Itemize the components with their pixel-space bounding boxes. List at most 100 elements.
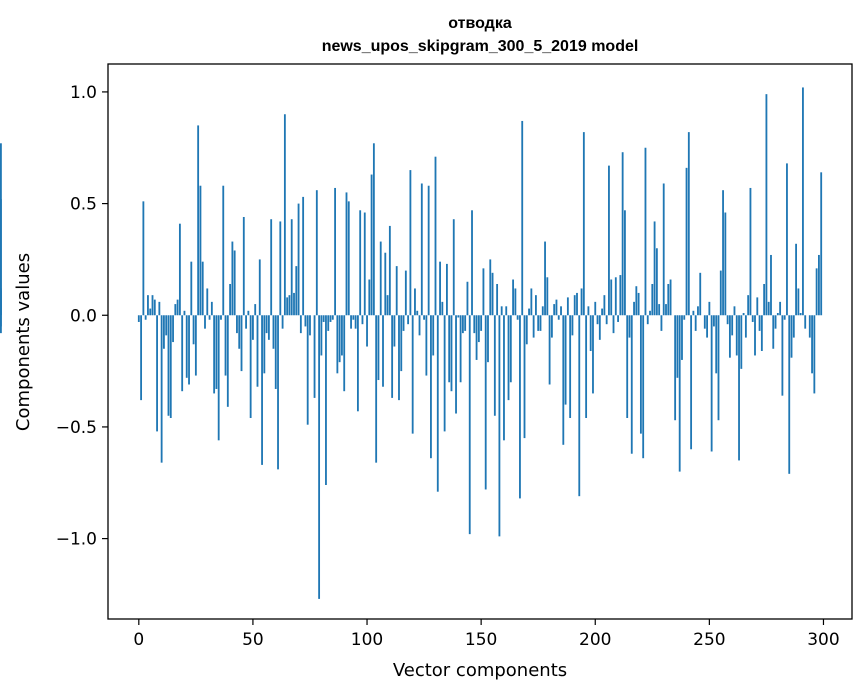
bar-46 (242, 216, 245, 316)
bar-127 (427, 185, 430, 316)
bar-229 (660, 315, 663, 331)
bar-28 (201, 261, 204, 316)
bar-16 (174, 304, 177, 316)
bar-67 (290, 219, 293, 316)
bar-198 (589, 315, 592, 351)
bar-78 (315, 190, 318, 316)
bar-62 (279, 221, 282, 316)
bar-224 (649, 310, 651, 316)
bar-10 (160, 315, 163, 463)
bar-237 (678, 315, 681, 472)
bar-90 (343, 315, 346, 392)
bar-290 (799, 313, 802, 316)
bar-72 (302, 196, 305, 316)
bar-23 (190, 261, 193, 316)
bar-262 (735, 315, 738, 356)
bar-271 (756, 297, 759, 316)
bar-50 (252, 315, 254, 340)
bar-24 (192, 315, 195, 345)
bar-77 (313, 315, 316, 398)
bar-65 (286, 297, 289, 316)
bar-233 (669, 279, 672, 316)
bar-261 (733, 306, 736, 316)
bar-132 (439, 261, 441, 316)
bar-117 (404, 270, 407, 316)
bar-163 (509, 315, 512, 383)
bar-279 (774, 315, 777, 329)
bar-139 (455, 315, 457, 414)
bar-82 (325, 315, 327, 485)
bar-213 (624, 210, 626, 316)
bar-278 (772, 315, 775, 349)
x-axis-ticks: 0 50 100 150 200 250 300 (133, 619, 840, 650)
bar-99 (363, 212, 366, 316)
bar-undefined (0, 143, 2, 316)
bar-232 (667, 283, 670, 316)
y-tick-label: 0.0 (70, 306, 97, 326)
plot-frame (107, 63, 853, 620)
bar-165 (514, 288, 517, 316)
bar-176 (539, 315, 542, 331)
bar-129 (432, 315, 435, 356)
bar-26 (197, 125, 200, 316)
bar-11 (163, 315, 165, 349)
bar-260 (731, 315, 734, 336)
bar-241 (687, 132, 690, 316)
bar-266 (744, 315, 747, 338)
bar-256 (722, 190, 724, 316)
bar-135 (446, 263, 448, 316)
bar-63 (281, 315, 284, 329)
bar-30 (206, 288, 209, 316)
bar-194 (580, 288, 583, 316)
bar-52 (256, 315, 259, 387)
x-tick-label: 50 (242, 630, 264, 650)
bar-292 (804, 315, 807, 329)
bar-38 (224, 315, 227, 376)
bar-119 (409, 170, 412, 316)
bar-32 (210, 301, 213, 316)
bar-141 (459, 315, 462, 383)
bar-160 (503, 315, 505, 441)
bar-33 (213, 315, 216, 394)
bar-270 (754, 315, 756, 356)
chart-title-line-1: отводка (448, 15, 512, 32)
bar-74 (306, 315, 309, 425)
bar-9 (158, 301, 161, 316)
bar-47 (245, 315, 247, 329)
bar-55 (263, 315, 266, 374)
bar-196 (585, 315, 588, 418)
bar-29 (204, 315, 206, 329)
bar-142 (461, 315, 464, 334)
bar-95 (354, 315, 357, 329)
y-axis-label: Components values (13, 253, 34, 431)
bar-273 (760, 315, 763, 351)
bar-238 (681, 315, 683, 360)
bar-181 (550, 315, 553, 338)
bar-207 (610, 279, 613, 316)
bar-31 (208, 315, 211, 320)
bar-51 (254, 304, 257, 316)
bar-180 (548, 315, 551, 385)
bar-series (0, 87, 823, 599)
bar-166 (516, 315, 519, 320)
bar-106 (379, 241, 382, 316)
bar-251 (710, 315, 713, 452)
bar-79 (318, 315, 321, 599)
bar-107 (382, 315, 384, 387)
bar-263 (738, 315, 740, 461)
bar-186 (562, 315, 565, 445)
bar-288 (795, 243, 797, 316)
bar-undefined (0, 288, 2, 316)
bar-121 (414, 288, 416, 316)
bar-284 (786, 163, 788, 316)
bar-157 (496, 283, 499, 316)
bar-282 (781, 315, 784, 396)
bar-87 (336, 315, 339, 374)
bar-169 (523, 315, 526, 439)
bar-137 (450, 315, 453, 392)
bar-93 (350, 315, 352, 329)
bar-201 (596, 315, 599, 325)
bar-143 (464, 315, 467, 331)
bar-124 (420, 183, 423, 316)
bar-43 (236, 315, 238, 334)
